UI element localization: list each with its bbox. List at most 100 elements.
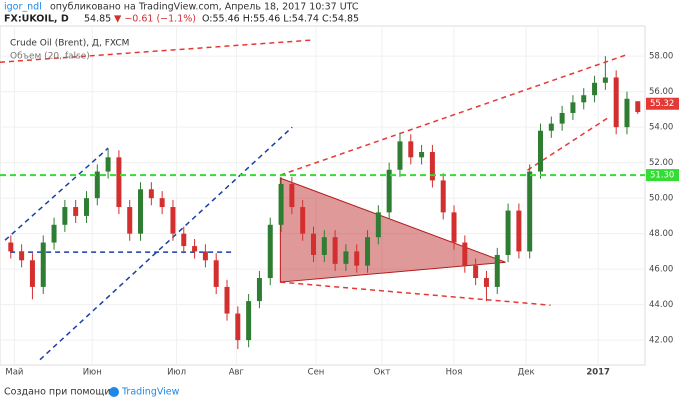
price-label: 51.30 bbox=[650, 171, 674, 181]
candle-body bbox=[494, 254, 500, 287]
candle-body bbox=[635, 101, 641, 113]
candle-body bbox=[473, 265, 479, 279]
candle-body bbox=[29, 260, 35, 287]
candle-body bbox=[354, 251, 360, 266]
x-tick-label: Окт bbox=[374, 368, 391, 378]
x-tick-label: Июл bbox=[167, 368, 186, 378]
y-tick-label: 44.00 bbox=[649, 300, 673, 310]
candle-body bbox=[289, 183, 295, 208]
candle-body bbox=[613, 77, 619, 128]
candle-body bbox=[40, 242, 46, 287]
candle-body bbox=[51, 224, 57, 243]
candle-body bbox=[397, 141, 403, 170]
candle-body bbox=[256, 278, 262, 302]
footer-text: Создано при помощи bbox=[4, 387, 111, 398]
candle-body bbox=[235, 313, 241, 341]
candle-body bbox=[483, 278, 489, 287]
y-tick-label: 46.00 bbox=[649, 265, 673, 275]
x-tick-label: Дек bbox=[518, 368, 535, 378]
candle-body bbox=[159, 198, 165, 208]
candle-body bbox=[83, 198, 89, 216]
candle-body bbox=[365, 237, 371, 266]
y-tick-label: 42.00 bbox=[649, 336, 673, 346]
candle-body bbox=[170, 207, 176, 234]
author[interactable]: igor_ndl bbox=[4, 2, 42, 13]
candle-body bbox=[116, 157, 122, 208]
candle-body bbox=[602, 77, 608, 83]
x-tick-label: Июн bbox=[83, 368, 102, 378]
candle-body bbox=[8, 242, 14, 252]
y-tick-label: 58.00 bbox=[649, 52, 673, 62]
candle-body bbox=[516, 210, 522, 252]
trend-line bbox=[280, 281, 551, 306]
candle-body bbox=[386, 169, 392, 213]
x-tick-label: Май bbox=[5, 368, 23, 378]
last-price: 54.85 bbox=[84, 14, 111, 25]
y-tick-label: 50.00 bbox=[649, 194, 673, 204]
price-label-box bbox=[646, 169, 679, 182]
x-tick-label: 2017 bbox=[586, 368, 610, 378]
candle-body bbox=[462, 242, 468, 266]
candle-body bbox=[138, 189, 144, 234]
trend-line bbox=[527, 117, 608, 171]
candle-body bbox=[581, 95, 587, 103]
candle-body bbox=[246, 301, 252, 341]
candle-body bbox=[94, 171, 100, 199]
candle-body bbox=[202, 251, 208, 261]
candle-body bbox=[548, 123, 554, 131]
price-label: 55.32 bbox=[650, 99, 674, 109]
candle-body bbox=[527, 171, 533, 252]
candle-body bbox=[224, 286, 230, 314]
candle-body bbox=[192, 246, 198, 252]
candle-body bbox=[375, 212, 381, 238]
candle-body bbox=[127, 207, 133, 234]
candle-body bbox=[73, 207, 79, 216]
candle-body bbox=[332, 237, 338, 264]
candle-body bbox=[538, 130, 544, 172]
price-label-box bbox=[646, 97, 679, 110]
candle-body bbox=[408, 141, 414, 158]
x-tick-label: Авг bbox=[229, 368, 245, 378]
candle-body bbox=[505, 210, 511, 255]
x-tick-label: Ноя bbox=[446, 368, 463, 378]
candle-body bbox=[451, 212, 457, 243]
symbol: FX:UKOIL, D bbox=[4, 14, 69, 25]
candle-body bbox=[419, 152, 425, 158]
candle-body bbox=[321, 237, 327, 255]
candle-body bbox=[300, 207, 306, 234]
trend-line bbox=[0, 39, 311, 63]
triangle bbox=[279, 177, 506, 283]
plot-frame bbox=[0, 25, 646, 366]
candle-body bbox=[440, 180, 446, 213]
y-tick-label: 54.00 bbox=[649, 123, 673, 133]
y-tick-label: 52.00 bbox=[649, 158, 673, 168]
ohlc: O:55.46 H:55.46 L:54.74 C:54.85 bbox=[202, 14, 359, 25]
candle-body bbox=[62, 207, 68, 225]
candle-body bbox=[181, 233, 187, 247]
candle-body bbox=[213, 260, 219, 287]
logo-icon bbox=[109, 387, 119, 397]
candle-body bbox=[278, 183, 284, 225]
x-tick-label: Сен bbox=[308, 368, 325, 378]
trend-line bbox=[39, 126, 293, 361]
candle-body bbox=[105, 157, 111, 172]
change: ▼ −0.61 (−1.1%) bbox=[114, 14, 196, 25]
candle-body bbox=[148, 189, 154, 199]
brand[interactable]: TradingView bbox=[121, 387, 180, 398]
candle-body bbox=[570, 102, 576, 113]
published: опубликовано на TradingView.com, Апрель … bbox=[50, 2, 359, 13]
y-tick-label: 56.00 bbox=[649, 87, 673, 97]
indicator-label: Объем (20, false) bbox=[10, 52, 90, 62]
candle-body bbox=[592, 82, 598, 96]
candle-body bbox=[343, 251, 349, 264]
plot bbox=[0, 26, 645, 365]
candle-body bbox=[19, 251, 25, 261]
candle-body bbox=[267, 224, 273, 279]
trend-line bbox=[280, 54, 626, 176]
candle-body bbox=[429, 152, 435, 181]
y-tick-label: 48.00 bbox=[649, 229, 673, 239]
candle-body bbox=[310, 233, 316, 255]
candle-body bbox=[559, 112, 565, 124]
chart-title: Crude Oil (Brent), Д, FXCM bbox=[10, 39, 129, 49]
